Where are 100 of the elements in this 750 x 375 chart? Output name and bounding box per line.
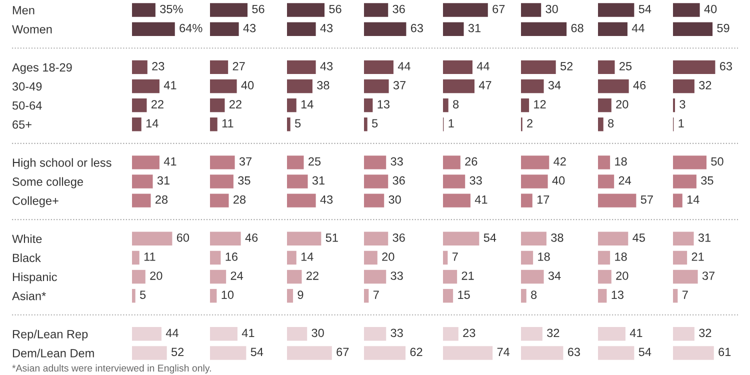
y-tick-label: Asian*: [12, 292, 46, 300]
bar: [364, 60, 394, 74]
bar: [521, 174, 548, 188]
y-tick-label: Dem/Lean Dem: [12, 348, 94, 358]
data-label: 36: [392, 176, 405, 185]
data-label: 35: [701, 176, 714, 185]
bar: [287, 346, 332, 360]
data-label: 30: [312, 328, 324, 338]
data-label: 9: [298, 290, 304, 299]
data-label: 43: [320, 195, 333, 204]
data-label: 41: [474, 195, 488, 204]
bar: [210, 270, 226, 284]
bar: [521, 79, 544, 94]
data-label: 31: [157, 176, 170, 185]
data-label: 51: [326, 234, 338, 242]
data-label: 32: [699, 81, 712, 90]
data-label: 25: [308, 157, 321, 166]
data-label: 47: [478, 81, 492, 90]
bar: [364, 98, 373, 112]
bar: [443, 346, 493, 360]
data-label: 34: [548, 81, 561, 90]
bar: [132, 194, 151, 208]
data-label: 63: [568, 348, 580, 356]
data-label: 60: [176, 233, 190, 242]
data-label: 30: [546, 4, 558, 14]
bar: [443, 327, 458, 341]
bar: [132, 327, 162, 341]
bar: [210, 288, 217, 303]
data-label: 33: [390, 157, 403, 166]
bar: [287, 79, 312, 94]
bar: [443, 270, 458, 284]
bar: [673, 3, 700, 17]
bar: [287, 270, 302, 284]
data-label: 37: [239, 157, 252, 166]
bar: [210, 194, 229, 208]
data-label: 67: [492, 4, 505, 14]
bar: [443, 250, 448, 265]
data-label: 33: [390, 272, 403, 280]
bar: [132, 117, 142, 132]
bar: [364, 22, 406, 36]
data-label: 38: [317, 81, 330, 90]
data-label: 52: [171, 348, 184, 356]
bar: [521, 232, 546, 246]
data-label: 46: [633, 81, 646, 90]
bar: [210, 3, 248, 17]
data-label: 1: [448, 119, 454, 128]
bar: [210, 98, 225, 112]
bar: [132, 250, 140, 265]
y-tick-label: White: [12, 234, 42, 244]
bar: [598, 60, 615, 74]
bar: [521, 250, 534, 265]
data-label: 41: [242, 328, 254, 337]
bar: [598, 174, 614, 188]
bar: [673, 346, 714, 360]
data-label: 23: [463, 328, 476, 338]
data-label: 24: [230, 272, 244, 280]
bar: [364, 327, 386, 341]
bar: [598, 3, 634, 17]
data-label: 64%: [180, 24, 202, 32]
y-tick-label: 50-64: [12, 101, 42, 110]
data-label: 63: [720, 62, 732, 70]
bar: [521, 270, 544, 284]
data-label: 54: [484, 234, 496, 242]
data-label: 45: [632, 234, 645, 242]
data-label: 62: [410, 348, 422, 356]
bar: [364, 250, 378, 265]
bar: [132, 174, 153, 188]
bar: [210, 156, 235, 170]
data-label: 59: [717, 24, 730, 32]
bar: [443, 232, 480, 246]
bar: [364, 3, 388, 17]
data-label: 3: [680, 100, 686, 108]
bar: [287, 194, 316, 208]
data-label: 8: [531, 290, 537, 299]
bar: [364, 156, 386, 170]
y-tick-label: 30-49: [12, 82, 42, 91]
data-label: 16: [226, 252, 238, 261]
bar: [673, 60, 716, 74]
data-label: 14: [687, 195, 700, 204]
bar: [443, 3, 488, 17]
bar: [287, 60, 316, 74]
bar: [287, 3, 325, 17]
data-label: 25: [620, 62, 632, 70]
data-label: 20: [150, 272, 162, 280]
data-label: 37: [702, 272, 714, 280]
bar: [132, 22, 175, 36]
bar: [673, 79, 694, 94]
data-label: 5: [372, 119, 378, 128]
data-label: 7: [452, 252, 458, 261]
bar: [287, 232, 322, 246]
bar: [598, 346, 634, 360]
bar: [132, 232, 172, 246]
bar: [521, 194, 532, 208]
data-label: 20: [616, 272, 628, 280]
data-label: 44: [476, 62, 490, 70]
data-label: 33: [470, 176, 482, 185]
bar: [673, 22, 713, 36]
bar: [598, 250, 610, 265]
annotation: *Asian adults were interviewed in English only.: [12, 364, 211, 374]
data-label: 40: [704, 4, 717, 14]
